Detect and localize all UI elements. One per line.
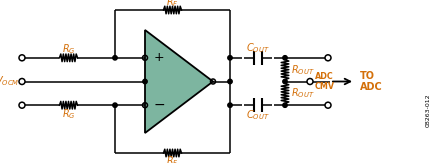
Circle shape: [282, 79, 286, 84]
Text: $C_{OUT}$: $C_{OUT}$: [246, 108, 269, 122]
Text: $C_{OUT}$: $C_{OUT}$: [246, 41, 269, 55]
Text: ADC
CMV: ADC CMV: [314, 72, 334, 91]
Circle shape: [282, 56, 286, 60]
Text: TO
ADC: TO ADC: [359, 71, 382, 92]
Circle shape: [282, 103, 286, 107]
Text: $R_{OUT}$: $R_{OUT}$: [290, 86, 314, 100]
Text: +: +: [153, 51, 164, 64]
Circle shape: [227, 56, 232, 60]
Circle shape: [227, 79, 232, 84]
Text: $R_{OUT}$: $R_{OUT}$: [290, 63, 314, 77]
Polygon shape: [145, 30, 213, 133]
Text: $R_F$: $R_F$: [166, 0, 178, 9]
Text: $R_G$: $R_G$: [62, 42, 75, 56]
Circle shape: [142, 79, 147, 84]
Circle shape: [112, 56, 117, 60]
Text: $R_F$: $R_F$: [166, 154, 178, 163]
Circle shape: [112, 103, 117, 107]
Circle shape: [227, 103, 232, 107]
Text: −: −: [153, 98, 164, 112]
Text: 08263-012: 08263-012: [424, 93, 430, 127]
Text: $R_G$: $R_G$: [62, 107, 75, 121]
Text: $V_{OCM}$: $V_{OCM}$: [0, 75, 19, 88]
